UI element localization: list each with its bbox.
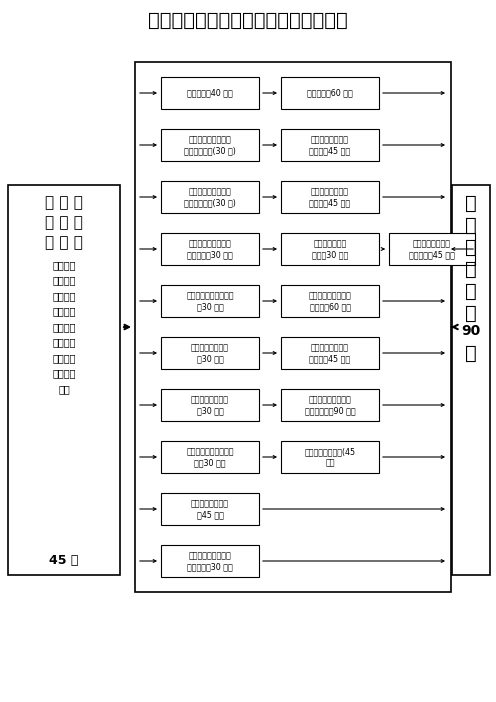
Text: 所在地市: 所在地市 [52,275,76,286]
Text: 审得水利厅水保批
复意见（45 天）: 审得水利厅水保批 复意见（45 天） [310,343,351,363]
Text: （与项目: （与项目 [52,260,76,270]
Text: 可研评审（60 天）: 可研评审（60 天） [307,88,353,98]
Text: 得: 得 [465,216,477,234]
Bar [161,285,259,317]
Bar [161,441,259,473]
Bar [281,77,379,109]
Text: 编制岩土勘测报告
（45 天）: 编制岩土勘测报告 （45 天） [191,499,229,519]
Bar [281,129,379,161]
Text: 开 发 权: 开 发 权 [45,235,83,251]
Text: 项 目 启: 项 目 启 [45,195,83,211]
Bar [281,389,379,421]
Text: 人民政府: 人民政府 [52,291,76,301]
Text: 并征得省: 并征得省 [52,338,76,347]
Text: 审得新疆电力公司接
入批准意见（90 天）: 审得新疆电力公司接 入批准意见（90 天） [305,395,355,415]
Text: 编制环境评价报
告：（30 天）: 编制环境评价报 告：（30 天） [312,239,348,259]
Text: 核: 核 [465,282,477,300]
Text: 取得文物局的批复(45
天）: 取得文物局的批复(45 天） [305,447,356,467]
Text: 审得地灾、压矿评估
及批复（60 天）: 审得地灾、压矿评估 及批复（60 天） [309,291,351,311]
Text: 45 天: 45 天 [49,555,79,567]
Text: 主管部门: 主管部门 [52,353,76,363]
Text: 审得建设厅项目选
址批复（45 天）: 审得建设厅项目选 址批复（45 天） [310,135,351,155]
Bar [161,389,259,421]
Bar [135,62,451,592]
Bar [281,233,379,265]
Text: 90: 90 [461,324,481,338]
Text: 准: 准 [465,303,477,322]
Text: 目: 目 [465,260,477,279]
Text: 编制水土保持报告
（30 天）: 编制水土保持报告 （30 天） [191,343,229,363]
Bar [281,285,379,317]
Bar [161,337,259,369]
Bar [281,441,379,473]
Text: 取得环保商评估及
批复意见（45 天）: 取得环保商评估及 批复意见（45 天） [409,239,455,259]
Bar [161,181,259,213]
Bar [161,129,259,161]
Text: 编制接入系统报告
（30 天）: 编制接入系统报告 （30 天） [191,395,229,415]
Bar [161,233,259,265]
Text: 的同意认: 的同意认 [52,369,76,378]
Text: 编制地灾、压矿、报告
（30 天）: 编制地灾、压矿、报告 （30 天） [186,291,234,311]
Text: 动 取 得: 动 取 得 [45,216,83,230]
Text: 审得国土厅用地批
复意见（45 天）: 审得国土厅用地批 复意见（45 天） [310,187,351,207]
Text: 取得县、地市级规划
部门选址意见(30 天): 取得县、地市级规划 部门选址意见(30 天) [184,135,236,155]
Text: 取: 取 [465,194,477,213]
Text: 光伏发电项目前期工作实施步骤流程图: 光伏发电项目前期工作实施步骤流程图 [148,11,348,29]
Bar [389,233,475,265]
Bar [452,185,490,575]
Text: 取得县、地市级环保
部门意见（30 天）: 取得县、地市级环保 部门意见（30 天） [187,239,233,259]
Text: 取得县、地市级文物保
护（30 天）: 取得县、地市级文物保 护（30 天） [186,447,234,467]
Text: 编制可研（40 天）: 编制可研（40 天） [187,88,233,98]
Text: 签订合作: 签订合作 [52,307,76,317]
Bar [161,77,259,109]
Bar [8,185,120,575]
Text: 开发协议: 开发协议 [52,322,76,332]
Text: 可）: 可） [58,384,70,394]
Bar [161,545,259,577]
Bar [281,181,379,213]
Bar [281,337,379,369]
Text: 取得县、地市级国土
部门用地预审(30 天): 取得县、地市级国土 部门用地预审(30 天) [184,187,236,207]
Text: 取得银行关于项目贷
款的承诺（30 天）: 取得银行关于项目贷 款的承诺（30 天） [187,551,233,571]
Text: 天: 天 [465,343,477,362]
Text: 项: 项 [465,237,477,256]
Bar [161,493,259,525]
